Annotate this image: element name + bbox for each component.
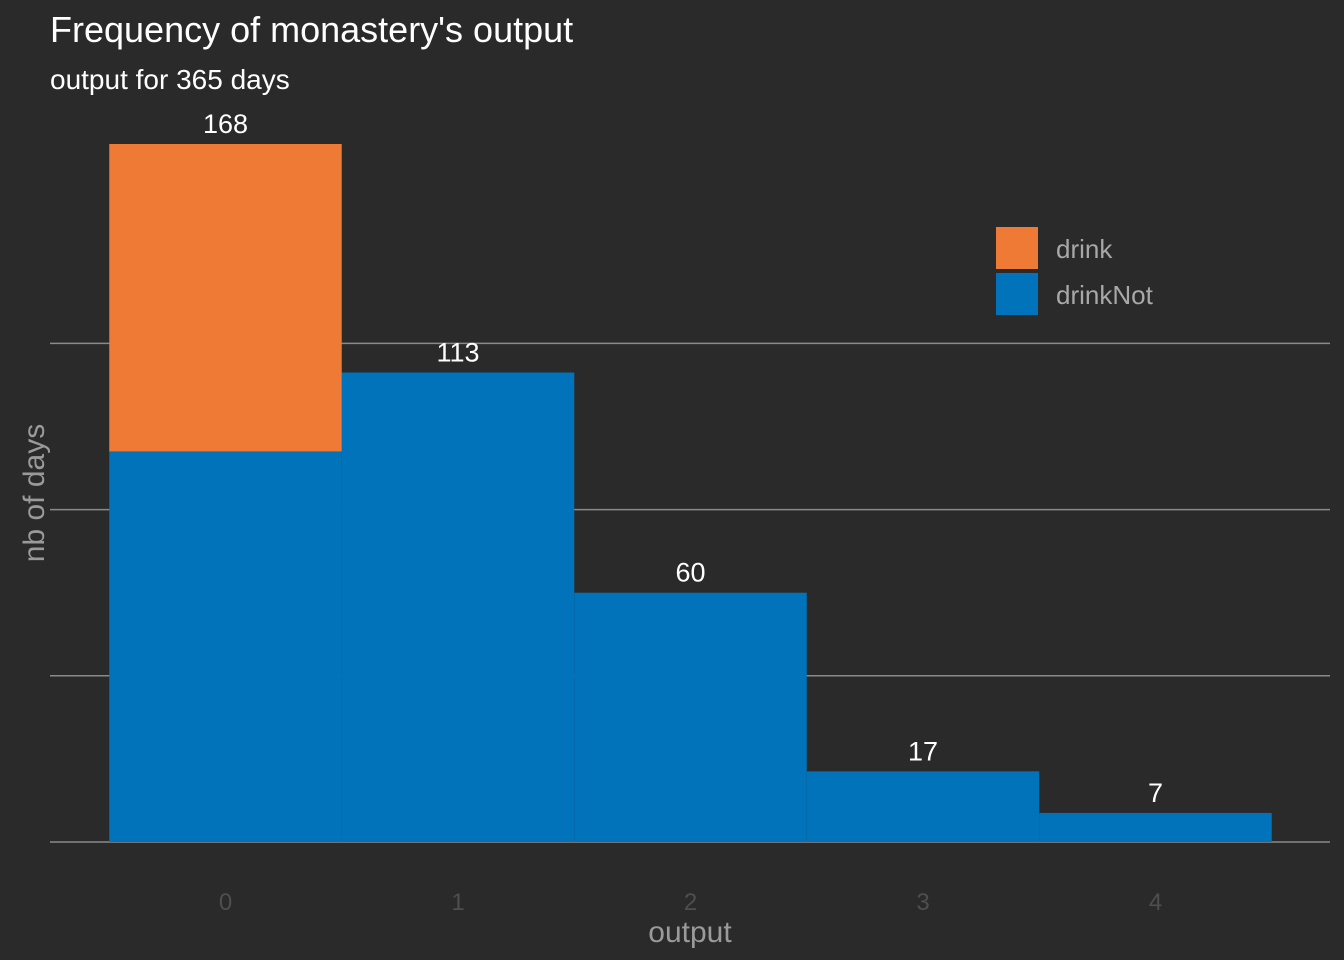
data-label-3: 17 (908, 736, 938, 766)
data-label-0: 168 (203, 109, 248, 139)
x-axis-ticks: 0 1 2 3 4 (219, 889, 1162, 916)
legend-swatch-drinkNot (996, 273, 1038, 315)
data-label-4: 7 (1148, 778, 1163, 808)
bar-drinkNot-4 (1039, 812, 1272, 842)
x-tick-label-4: 4 (1149, 889, 1162, 916)
data-label-2: 60 (675, 558, 705, 588)
x-tick-label-3: 3 (916, 889, 929, 916)
x-tick-label-2: 2 (684, 889, 697, 916)
bar-drink-0 (109, 144, 342, 452)
x-axis-title: output (648, 916, 732, 949)
legend-swatch-drink (996, 227, 1038, 269)
chart-subtitle: output for 365 days (50, 64, 290, 95)
chart-title: Frequency of monastery's output (50, 9, 573, 50)
bar-drinkNot-3 (806, 771, 1040, 842)
x-tick-label-1: 1 (451, 889, 464, 916)
bars (109, 144, 1272, 842)
data-label-1: 113 (436, 338, 479, 368)
bar-drinkNot-1 (341, 372, 575, 842)
data-labels: 168 113 60 17 7 (203, 109, 1163, 808)
legend: drink drinkNot (978, 206, 1168, 330)
legend-label-drinkNot: drinkNot (1056, 280, 1154, 310)
bar-drinkNot-2 (574, 592, 807, 842)
bar-drinkNot-0 (109, 451, 342, 842)
legend-label-drink: drink (1056, 234, 1113, 264)
x-tick-label-0: 0 (219, 889, 232, 916)
y-axis-title: nb of days (18, 424, 51, 562)
